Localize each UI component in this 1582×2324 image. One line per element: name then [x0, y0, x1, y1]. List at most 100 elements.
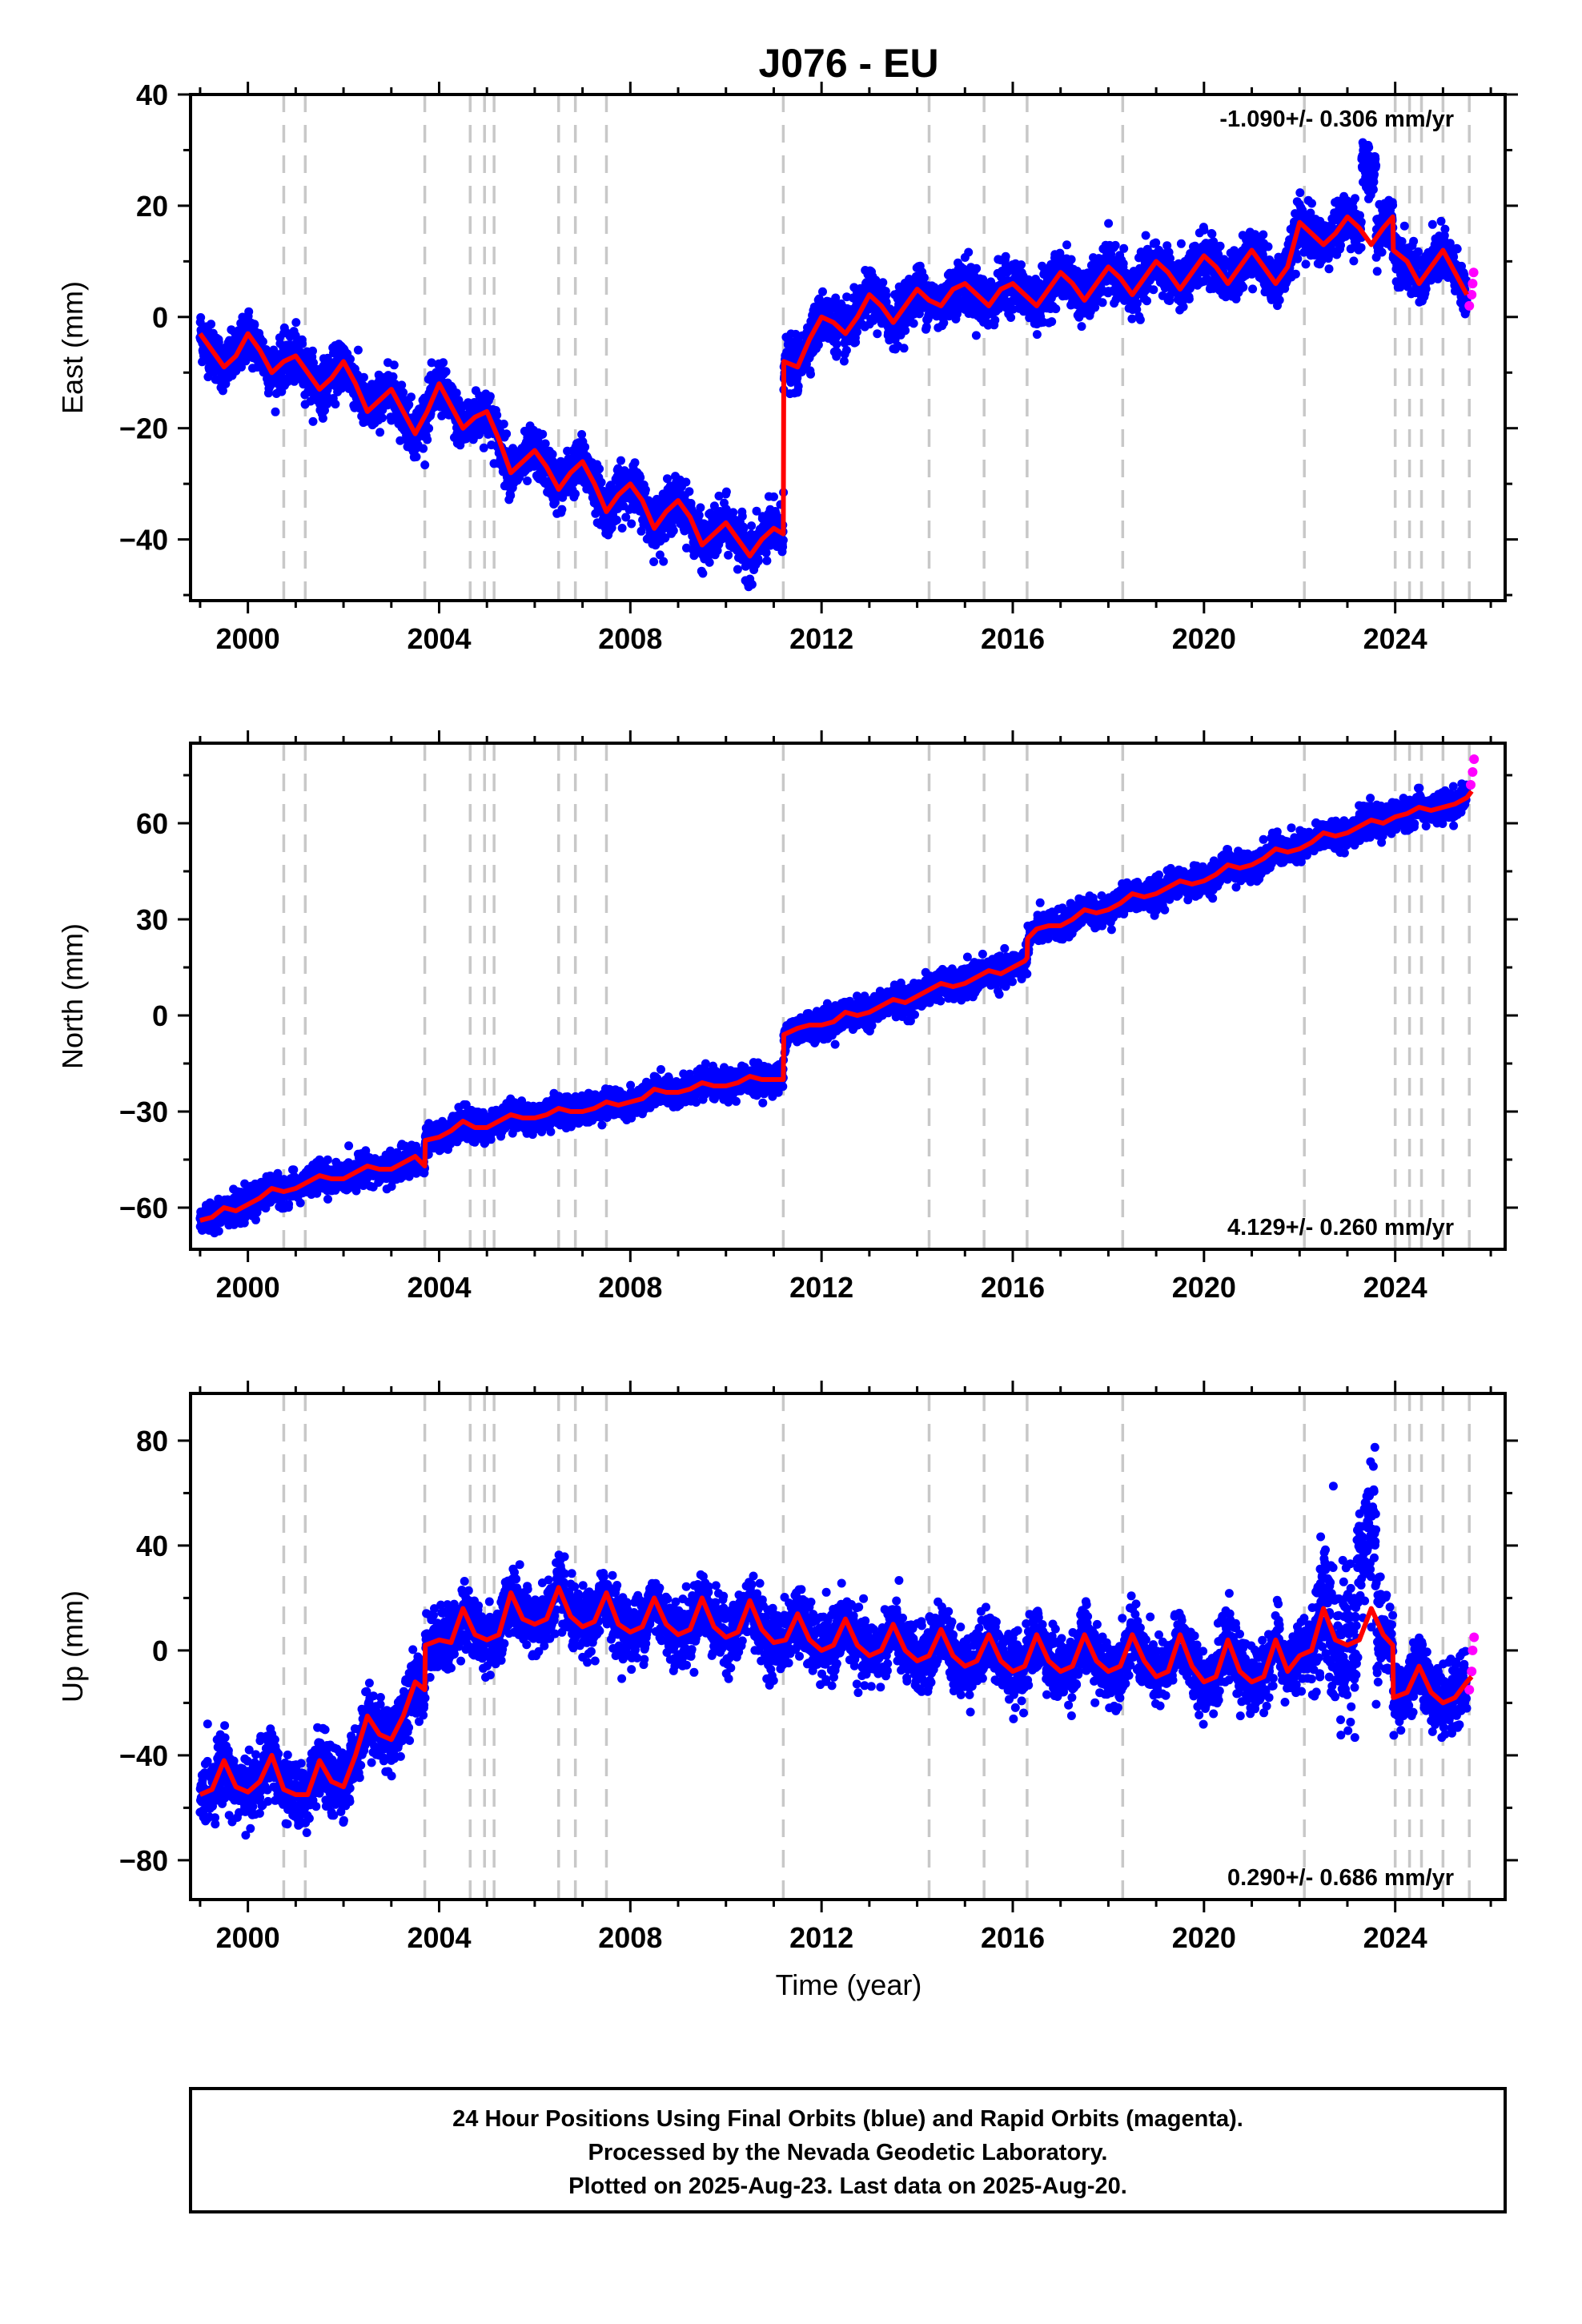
final-orbit-point	[964, 247, 974, 257]
final-orbit-point	[571, 489, 580, 499]
final-orbit-point	[258, 337, 267, 347]
final-orbit-point	[1248, 284, 1258, 294]
final-orbit-point	[833, 348, 841, 357]
final-orbit-point	[1077, 322, 1086, 332]
final-orbit-point	[1199, 225, 1209, 235]
final-orbit-point	[538, 429, 548, 439]
final-orbit-point	[919, 273, 929, 283]
final-orbit-point	[427, 358, 436, 368]
final-orbit-point	[452, 388, 461, 398]
final-orbit-point	[346, 354, 355, 364]
final-orbit-point	[873, 329, 882, 339]
final-orbit-point	[218, 386, 227, 396]
final-orbit-point	[396, 436, 405, 445]
final-orbit-point	[990, 316, 1000, 325]
final-orbit-point	[818, 287, 827, 296]
final-orbit-point	[1118, 259, 1128, 268]
final-orbit-point	[1135, 315, 1145, 324]
final-orbit-point	[1263, 242, 1273, 251]
final-orbit-point	[291, 318, 301, 328]
final-orbit-point	[596, 477, 606, 487]
final-orbit-point	[721, 487, 731, 497]
final-orbit-point	[404, 400, 414, 409]
final-orbit-point	[1104, 219, 1114, 228]
final-orbit-point	[359, 372, 368, 382]
final-orbit-point	[485, 392, 495, 401]
final-orbit-point	[714, 491, 724, 501]
final-orbit-point	[1047, 317, 1057, 327]
final-orbit-point	[769, 492, 778, 501]
final-orbit-point	[454, 396, 464, 405]
final-orbit-point	[479, 443, 488, 452]
final-orbit-point	[577, 430, 587, 439]
final-orbit-point	[419, 444, 428, 453]
final-orbit-point	[899, 344, 909, 353]
final-orbit-point	[612, 515, 621, 525]
final-orbit-point	[548, 449, 557, 459]
final-orbit-point	[412, 452, 421, 461]
final-orbit-point	[540, 439, 550, 448]
final-orbit-point	[1119, 243, 1129, 253]
final-orbit-point	[627, 519, 636, 529]
final-orbit-point	[506, 491, 516, 501]
final-orbit-point	[1110, 240, 1120, 250]
final-orbit-point	[1062, 240, 1071, 250]
final-orbit-point	[1066, 255, 1076, 264]
final-orbit-point	[291, 331, 300, 340]
final-orbit-point	[729, 508, 738, 517]
final-orbit-point	[353, 345, 363, 355]
final-orbit-point	[747, 580, 757, 589]
final-orbit-point	[389, 360, 399, 370]
final-orbit-point	[439, 358, 448, 368]
final-orbit-point	[617, 524, 627, 533]
final-orbit-point	[378, 413, 387, 423]
final-orbit-point	[685, 487, 694, 497]
final-orbit-point	[1215, 241, 1225, 251]
final-orbit-point	[621, 513, 631, 522]
final-orbit-point	[1001, 251, 1010, 261]
final-orbit-point	[492, 410, 502, 420]
final-orbit-point	[841, 345, 851, 355]
final-orbit-point	[271, 407, 280, 416]
final-orbit-point	[737, 512, 747, 521]
final-orbit-point	[698, 569, 708, 578]
final-orbit-point	[753, 557, 763, 566]
final-orbit-point	[739, 524, 749, 533]
final-orbit-point	[806, 369, 815, 379]
final-orbit-point	[1017, 260, 1026, 270]
final-orbit-point	[397, 380, 407, 390]
final-orbit-point	[375, 428, 385, 437]
final-orbit-point	[663, 474, 672, 484]
final-orbit-point	[499, 420, 508, 428]
final-orbit-point	[705, 557, 714, 567]
final-orbit-point	[878, 278, 888, 287]
final-orbit-point	[762, 556, 772, 565]
final-orbit-point	[196, 313, 206, 322]
final-orbit-point	[778, 536, 788, 545]
final-orbit-points	[195, 138, 1472, 592]
final-orbit-point	[1176, 239, 1186, 248]
final-orbit-point	[523, 476, 532, 485]
final-orbit-point	[649, 557, 659, 566]
final-orbit-point	[851, 337, 861, 347]
final-orbit-point	[636, 472, 645, 482]
final-orbit-point	[793, 381, 803, 391]
final-orbit-point	[709, 501, 719, 511]
final-orbit-point	[724, 550, 733, 560]
final-orbit-point	[250, 320, 259, 330]
figure-title: J076 - EU	[758, 41, 938, 86]
final-orbit-point	[1259, 230, 1268, 239]
final-orbit-point	[1032, 330, 1042, 340]
final-orbit-point	[423, 435, 432, 444]
final-orbit-point	[1051, 304, 1061, 314]
final-orbit-point	[694, 510, 704, 520]
final-orbit-point	[331, 400, 340, 409]
final-orbit-point	[1098, 298, 1107, 308]
final-orbit-point	[1239, 283, 1248, 292]
final-orbit-point	[733, 565, 742, 574]
final-orbit-point	[909, 319, 918, 328]
panel-east: 2000 2004 2008 2012 2016 2020 2024−40−2002040E…	[56, 78, 1518, 655]
final-orbit-point	[1142, 296, 1151, 306]
final-orbit-point	[971, 331, 981, 340]
